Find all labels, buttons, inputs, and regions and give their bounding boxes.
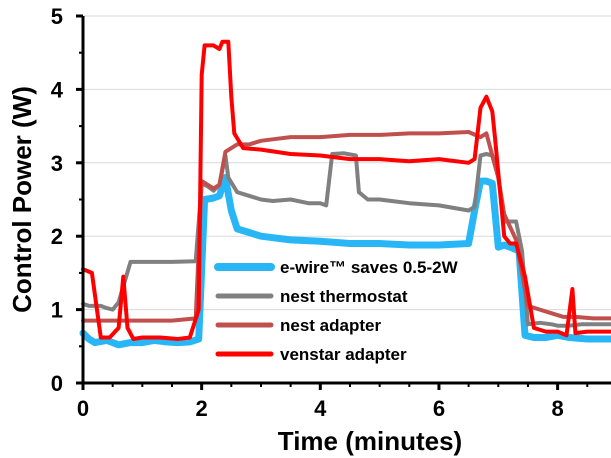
y-tick-label: 4 [51, 77, 64, 102]
legend: e-wire™ saves 0.5-2W nest thermostat nest … [214, 258, 459, 364]
legend-label-1: e-wire™ saves 0.5-2W [280, 258, 459, 277]
series-line-3 [81, 130, 611, 323]
legend-label-4: venstar adapter [280, 345, 407, 364]
x-tick-label: 8 [551, 396, 563, 421]
axes [76, 14, 611, 390]
legend-label-2: nest thermostat [280, 287, 408, 306]
tick-labels: 0 1 2 3 4 5 0 2 4 6 8 [51, 4, 564, 421]
series-line-2 [81, 151, 611, 328]
series-layer [79, 39, 611, 349]
legend-label-3: nest adapter [280, 316, 381, 335]
y-tick-label: 2 [51, 224, 63, 249]
x-tick-label: 6 [433, 396, 445, 421]
y-tick-label: 1 [51, 298, 63, 323]
y-axis-title: Control Power (W) [7, 86, 37, 313]
x-tick-label: 0 [77, 396, 89, 421]
x-tick-label: 2 [196, 396, 208, 421]
y-tick-label: 0 [51, 371, 63, 396]
x-tick-label: 4 [314, 396, 327, 421]
y-tick-label: 3 [51, 151, 63, 176]
x-axis-title: Time (minutes) [278, 426, 462, 456]
y-tick-label: 5 [51, 4, 63, 29]
series-line-4 [81, 39, 611, 341]
